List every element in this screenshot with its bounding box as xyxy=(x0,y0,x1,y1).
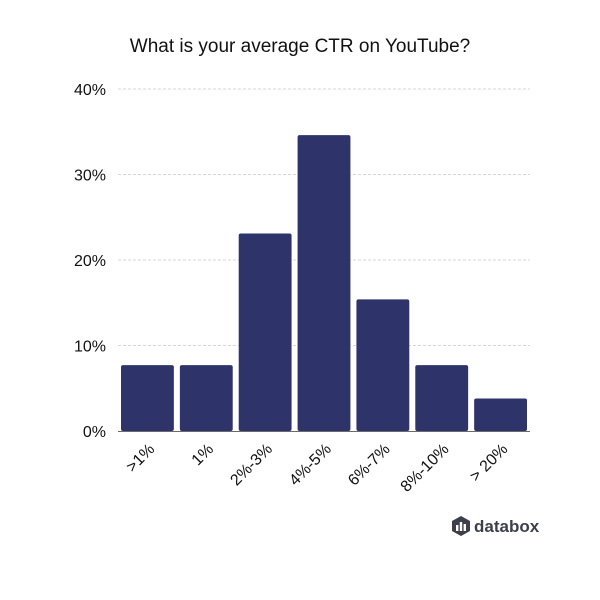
x-tick-label: > 20% xyxy=(467,441,511,485)
y-tick-label: 20% xyxy=(74,253,106,270)
databox-wordmark: databox xyxy=(474,517,540,536)
x-tick-label: 6%-7% xyxy=(345,441,393,489)
x-tick-label: 2%-3% xyxy=(227,441,275,489)
bar xyxy=(415,365,469,431)
bar xyxy=(238,233,292,431)
x-tick-label: 8%-10% xyxy=(398,441,453,496)
x-tick-label: 4%-5% xyxy=(286,441,334,489)
x-tick-label: >1% xyxy=(123,441,158,476)
y-tick-label: 40% xyxy=(74,82,106,99)
bar xyxy=(179,365,233,431)
x-axis-tick-labels: >1% 1% 2%-3% 4%-5% 6%-7% 8%-10% > 20% xyxy=(123,441,511,496)
bar xyxy=(474,398,527,431)
y-axis-tick-labels: 0% 10% 20% 30% 40% xyxy=(74,82,106,441)
databox-logo-icon xyxy=(452,516,470,536)
y-tick-label: 0% xyxy=(83,424,106,441)
y-tick-label: 30% xyxy=(74,168,106,185)
y-tick-label: 10% xyxy=(74,339,106,356)
bar xyxy=(356,299,410,431)
bar xyxy=(297,135,351,432)
bar-series xyxy=(121,135,527,432)
bar xyxy=(121,365,174,431)
chart-title: What is your average CTR on YouTube? xyxy=(130,36,470,57)
x-tick-label: 1% xyxy=(189,441,217,469)
databox-branding: databox xyxy=(452,516,540,536)
